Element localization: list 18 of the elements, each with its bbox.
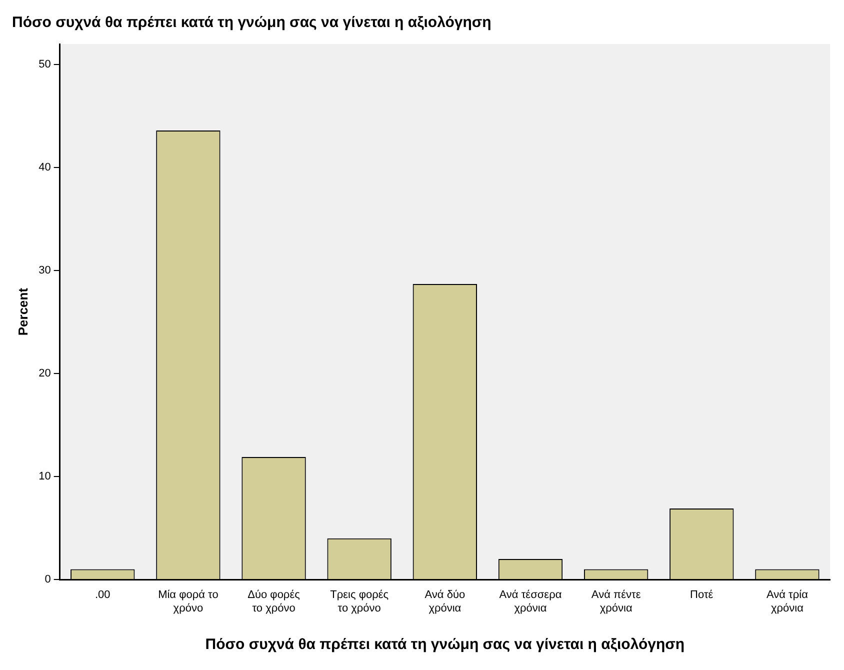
y-tick-label: 30: [38, 264, 51, 277]
x-tick-label: .00: [94, 589, 110, 602]
x-tick-label: Τρεις φορές το χρόνο: [330, 589, 389, 614]
y-tick-label: 40: [38, 162, 51, 174]
x-tick-label: Δύο φορές το χρόνο: [248, 589, 300, 614]
x-tick-label: Ποτέ: [690, 589, 714, 602]
y-tick-label: 20: [38, 368, 51, 380]
x-tick-label: Μία φορά το χρόνο: [158, 589, 218, 614]
y-tick-label: 50: [38, 58, 51, 71]
x-tick-label: Ανά τέσσερα χρόνια: [499, 589, 562, 614]
y-tick-label: 10: [38, 470, 51, 483]
y-tick-label: 0: [44, 574, 51, 586]
x-tick-label: Ανά δύο χρόνια: [424, 589, 466, 614]
y-axis-title: Percent: [15, 287, 30, 336]
x-tick-label: Ανά πέντε χρόνια: [591, 589, 641, 614]
chart-title: Πόσο συχνά θα πρέπει κατά τη γνώμη σας να γίνεται η αξιολόγηση: [12, 14, 492, 32]
x-tick-label: Ανά τρία χρόνια: [766, 589, 809, 614]
x-axis-title: Πόσο συχνά θα πρέπει κατά τη γνώμη σας να γίνεται η αξιολόγηση: [205, 636, 685, 654]
